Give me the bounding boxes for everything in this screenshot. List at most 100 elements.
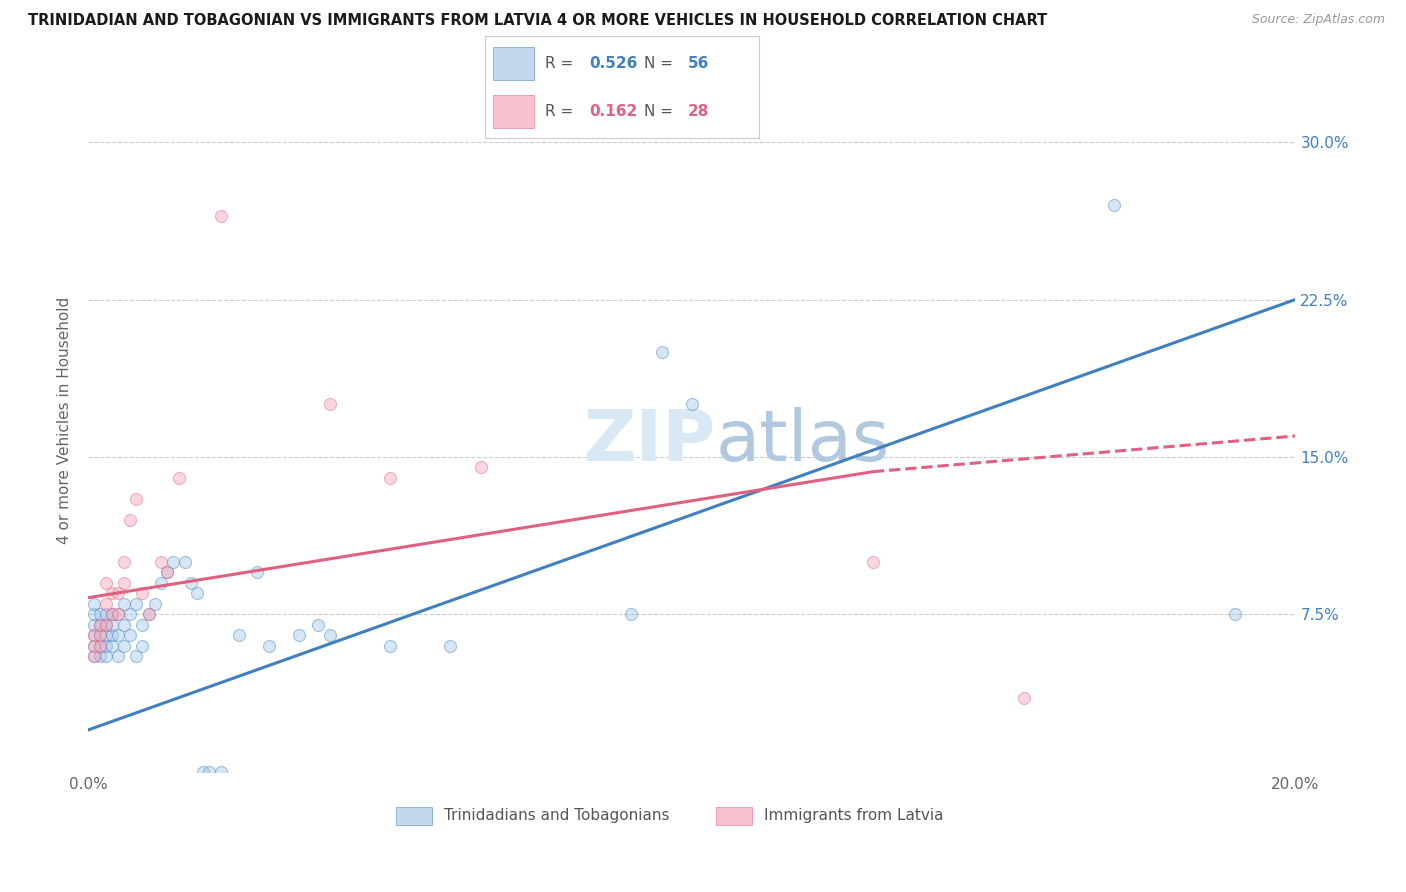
Point xyxy=(131,639,153,653)
Point xyxy=(620,607,643,622)
Point xyxy=(120,628,142,642)
Point xyxy=(180,576,202,591)
Point xyxy=(149,555,172,569)
Point xyxy=(318,628,340,642)
Text: 0.526: 0.526 xyxy=(589,56,638,70)
Point xyxy=(89,618,111,632)
Point xyxy=(89,628,111,642)
Point xyxy=(101,607,124,622)
Point xyxy=(378,471,401,485)
Point xyxy=(439,639,461,653)
Point xyxy=(96,607,118,622)
Point xyxy=(209,764,232,779)
Point xyxy=(246,566,269,580)
Point xyxy=(96,628,118,642)
Point xyxy=(101,607,124,622)
Point xyxy=(378,639,401,653)
Point xyxy=(107,628,129,642)
Point xyxy=(149,576,172,591)
Point xyxy=(101,639,124,653)
Point xyxy=(209,209,232,223)
Point xyxy=(173,555,195,569)
Point xyxy=(96,649,118,664)
Text: ZIP: ZIP xyxy=(583,407,716,475)
Point xyxy=(89,639,111,653)
Point xyxy=(131,586,153,600)
Point xyxy=(143,597,166,611)
Point xyxy=(125,649,148,664)
Point xyxy=(107,586,129,600)
Point xyxy=(138,607,160,622)
Point xyxy=(112,555,135,569)
Text: R =: R = xyxy=(546,56,578,70)
Point xyxy=(83,649,105,664)
Point xyxy=(112,618,135,632)
Point xyxy=(107,649,129,664)
Point xyxy=(318,397,340,411)
Point xyxy=(83,649,105,664)
Point xyxy=(89,628,111,642)
Point xyxy=(1223,607,1246,622)
Text: 56: 56 xyxy=(688,56,710,70)
Point xyxy=(470,460,492,475)
Point xyxy=(96,618,118,632)
FancyBboxPatch shape xyxy=(494,47,534,79)
Point xyxy=(96,618,118,632)
Point xyxy=(96,576,118,591)
Text: 0.162: 0.162 xyxy=(589,104,637,120)
Text: R =: R = xyxy=(546,104,578,120)
Point xyxy=(120,513,142,527)
Point xyxy=(107,607,129,622)
Point xyxy=(89,639,111,653)
Point xyxy=(257,639,280,653)
Point xyxy=(167,471,190,485)
Point xyxy=(83,628,105,642)
Point xyxy=(107,607,129,622)
Point xyxy=(156,566,179,580)
Point xyxy=(125,597,148,611)
Point xyxy=(83,607,105,622)
Text: N =: N = xyxy=(644,56,678,70)
Text: 28: 28 xyxy=(688,104,710,120)
Point xyxy=(228,628,250,642)
Point xyxy=(156,566,179,580)
Point xyxy=(89,649,111,664)
Point xyxy=(83,628,105,642)
Text: Immigrants from Latvia: Immigrants from Latvia xyxy=(765,808,943,823)
Text: TRINIDADIAN AND TOBAGONIAN VS IMMIGRANTS FROM LATVIA 4 OR MORE VEHICLES IN HOUSE: TRINIDADIAN AND TOBAGONIAN VS IMMIGRANTS… xyxy=(28,13,1047,29)
Point xyxy=(112,576,135,591)
Point xyxy=(138,607,160,622)
Point xyxy=(288,628,311,642)
Point xyxy=(112,597,135,611)
Point xyxy=(89,618,111,632)
Point xyxy=(96,597,118,611)
Text: Source: ZipAtlas.com: Source: ZipAtlas.com xyxy=(1251,13,1385,27)
Point xyxy=(307,618,329,632)
Point xyxy=(125,491,148,506)
Text: Trinidadians and Tobagonians: Trinidadians and Tobagonians xyxy=(444,808,669,823)
Point xyxy=(101,628,124,642)
Point xyxy=(1104,198,1126,212)
Point xyxy=(101,586,124,600)
Text: N =: N = xyxy=(644,104,678,120)
Point xyxy=(1012,691,1035,706)
Point xyxy=(96,639,118,653)
Point xyxy=(681,397,703,411)
Text: atlas: atlas xyxy=(716,407,890,475)
Point xyxy=(112,639,135,653)
FancyBboxPatch shape xyxy=(396,807,432,825)
FancyBboxPatch shape xyxy=(494,95,534,128)
Y-axis label: 4 or more Vehicles in Household: 4 or more Vehicles in Household xyxy=(58,297,72,544)
Point xyxy=(83,639,105,653)
Point xyxy=(101,618,124,632)
FancyBboxPatch shape xyxy=(716,807,752,825)
Point xyxy=(83,597,105,611)
Point xyxy=(162,555,184,569)
Point xyxy=(198,764,221,779)
Point xyxy=(191,764,214,779)
Point xyxy=(89,607,111,622)
Point xyxy=(83,639,105,653)
Point xyxy=(651,345,673,359)
Point xyxy=(862,555,884,569)
Point xyxy=(120,607,142,622)
